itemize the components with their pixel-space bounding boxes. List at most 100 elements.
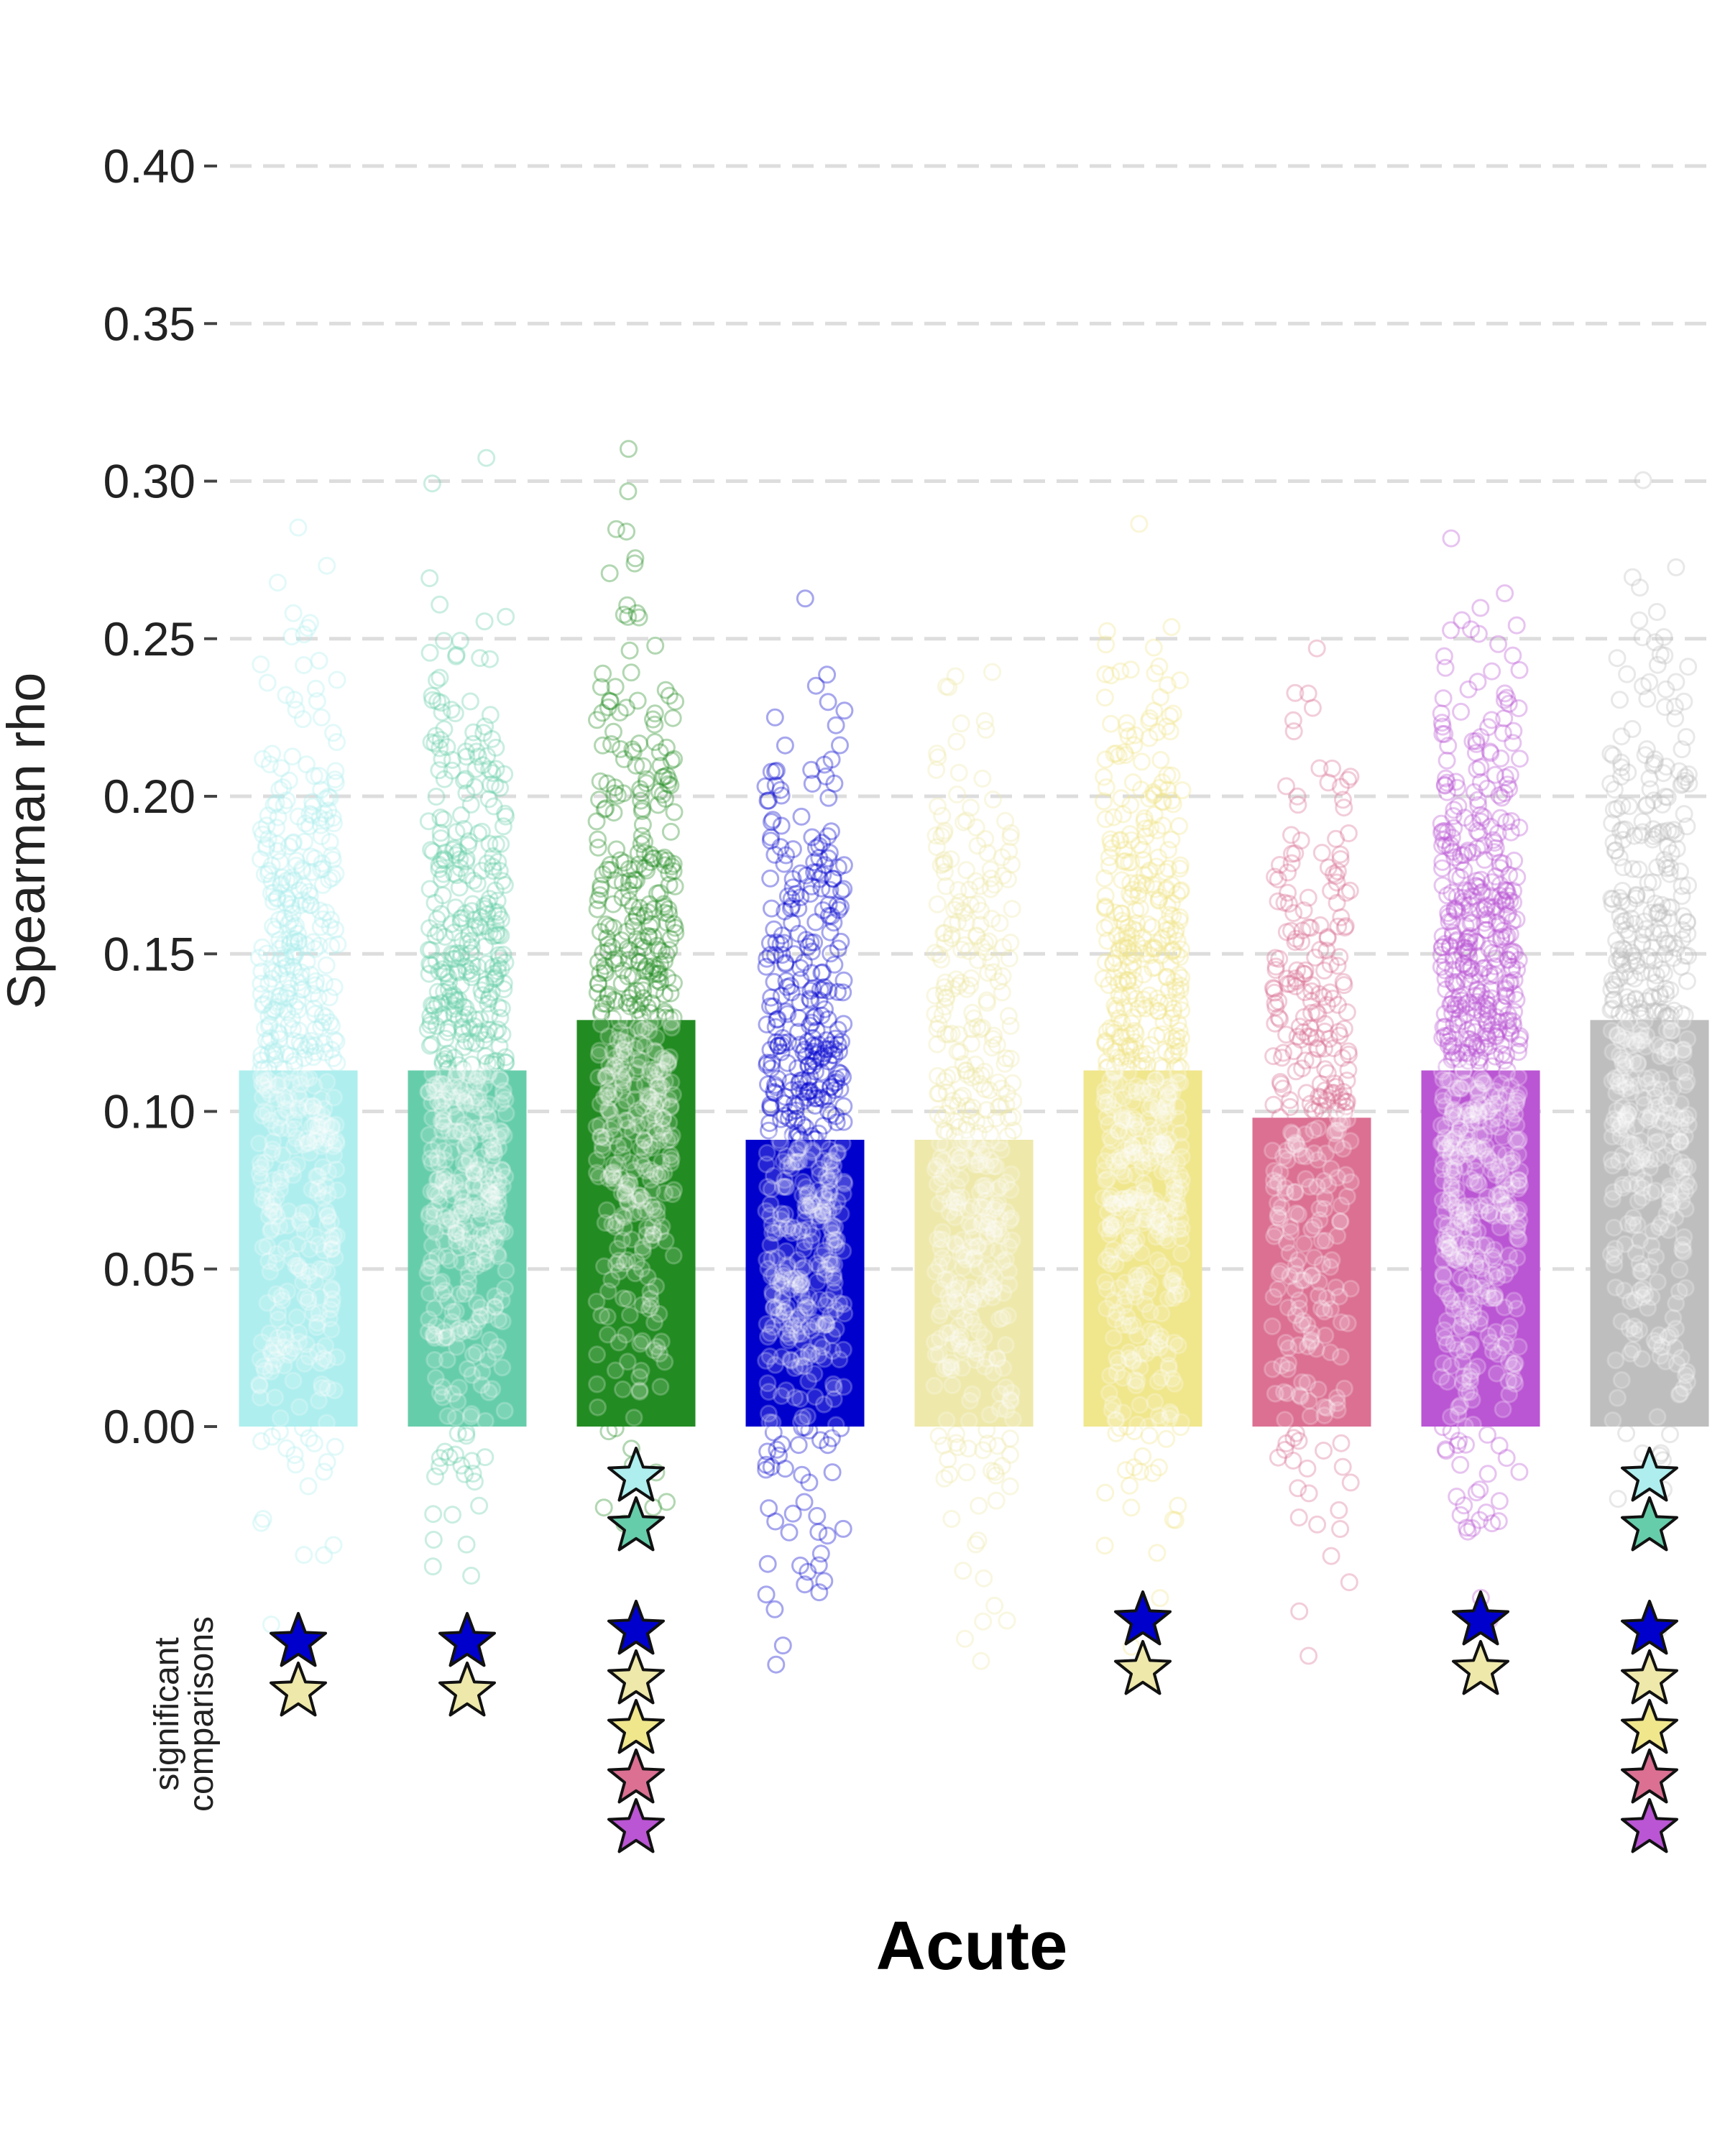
data-point	[1118, 714, 1136, 732]
data-point	[832, 898, 850, 916]
data-point	[1498, 883, 1517, 900]
data-point	[999, 1307, 1018, 1325]
data-point	[589, 975, 608, 993]
data-point	[955, 903, 974, 922]
data-point	[777, 972, 796, 990]
data-point	[1269, 892, 1287, 911]
data-point	[262, 884, 280, 903]
data-point	[494, 817, 512, 836]
data-point	[461, 944, 480, 962]
data-point	[944, 1066, 962, 1084]
data-point	[451, 909, 470, 928]
data-point	[430, 1008, 448, 1026]
data-point	[287, 1129, 305, 1148]
data-point	[1501, 1024, 1520, 1043]
data-point	[976, 934, 994, 952]
data-point	[765, 920, 783, 939]
data-point	[983, 1038, 1001, 1057]
data-point	[491, 1008, 510, 1027]
data-point	[1133, 1051, 1152, 1070]
data-point	[822, 1036, 840, 1054]
data-point	[1146, 939, 1164, 957]
data-point	[834, 1112, 853, 1131]
significance-star	[607, 1447, 665, 1502]
data-point	[1505, 1003, 1524, 1021]
data-point	[646, 959, 665, 977]
data-point	[776, 954, 795, 972]
data-point	[323, 1016, 341, 1035]
data-point	[1330, 1026, 1349, 1045]
data-point	[1609, 1388, 1627, 1407]
data-point	[1483, 944, 1501, 962]
data-point	[274, 778, 293, 796]
data-point	[984, 1363, 1003, 1382]
data-point	[932, 1169, 951, 1188]
data-point	[639, 926, 658, 945]
data-point	[978, 991, 996, 1010]
data-point	[1116, 914, 1134, 933]
data-point	[1471, 806, 1490, 824]
data-point	[1337, 883, 1356, 902]
data-point	[929, 1084, 948, 1102]
data-point	[815, 978, 834, 997]
data-point	[927, 760, 946, 779]
data-point	[1471, 812, 1490, 831]
data-point	[431, 808, 450, 826]
data-point	[1498, 927, 1517, 946]
data-point	[1469, 1051, 1488, 1070]
data-point	[942, 1024, 961, 1043]
data-point	[1333, 1457, 1352, 1476]
data-point	[1473, 998, 1492, 1016]
data-point	[926, 1005, 944, 1023]
data-point	[926, 826, 945, 845]
data-point	[1510, 1029, 1529, 1048]
data-point	[282, 868, 301, 887]
data-point	[1464, 888, 1483, 906]
data-point	[493, 1358, 512, 1377]
data-point	[783, 913, 801, 932]
data-point	[466, 778, 484, 796]
data-point	[1098, 622, 1116, 640]
data-point	[957, 1120, 976, 1139]
data-point	[1460, 927, 1479, 945]
data-point	[456, 998, 475, 1017]
data-point	[1470, 824, 1489, 842]
data-point	[1437, 836, 1455, 854]
data-point	[1500, 780, 1519, 798]
data-point	[1302, 992, 1320, 1010]
data-point	[985, 1026, 1003, 1045]
data-point	[434, 1005, 453, 1024]
data-point	[1462, 1048, 1481, 1067]
data-point	[489, 852, 507, 871]
data-point	[1004, 1092, 1023, 1110]
data-point	[778, 978, 796, 996]
data-point	[264, 893, 282, 911]
data-point	[290, 881, 309, 900]
data-point	[1121, 1237, 1140, 1256]
data-point	[1461, 1030, 1480, 1049]
data-point	[1443, 912, 1461, 931]
data-point	[1120, 987, 1138, 1005]
data-point	[451, 632, 469, 650]
data-point	[827, 1113, 846, 1132]
data-point	[592, 1003, 611, 1021]
data-point	[1477, 906, 1496, 924]
data-point	[1452, 702, 1471, 721]
data-point	[1172, 1001, 1191, 1020]
data-point	[1661, 1425, 1679, 1444]
data-point	[641, 962, 660, 981]
data-point	[620, 860, 638, 878]
data-point	[1438, 773, 1456, 792]
data-point	[765, 708, 784, 727]
data-point	[1284, 1429, 1303, 1447]
data-point	[648, 971, 667, 990]
data-point	[651, 955, 670, 974]
data-point	[1629, 1054, 1647, 1072]
data-point	[257, 839, 275, 857]
data-point	[1504, 1012, 1522, 1031]
data-point	[1100, 857, 1118, 875]
data-point	[288, 992, 307, 1011]
data-point	[303, 985, 322, 1003]
data-point	[627, 604, 646, 622]
data-point	[1455, 808, 1474, 827]
